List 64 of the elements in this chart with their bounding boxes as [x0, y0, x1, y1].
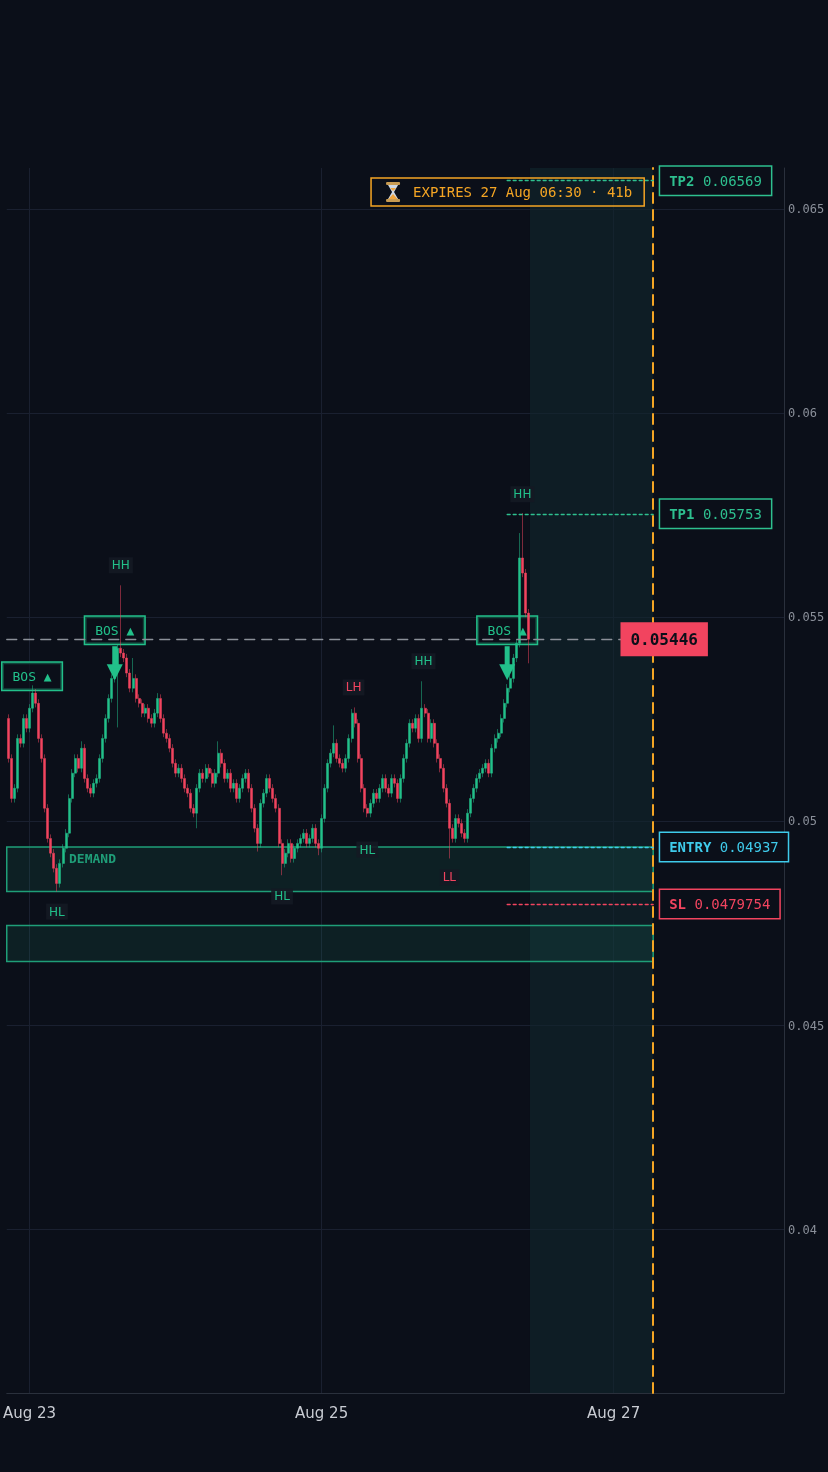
x-tick-label: Aug 25 — [295, 1403, 349, 1422]
candlestick — [141, 698, 144, 718]
candlestick — [384, 774, 387, 793]
ref-line-label: SL 0.0479754 — [669, 896, 771, 912]
y-tick-label: 0.04 — [788, 1222, 817, 1237]
candlestick — [487, 759, 490, 778]
candlestick — [135, 674, 138, 703]
candlestick — [22, 714, 25, 748]
annotation: HL — [274, 889, 291, 904]
candlestick — [211, 768, 214, 788]
ref-line-label: TP1 0.05753 — [669, 505, 762, 522]
candlestick — [235, 779, 238, 803]
annotation: HH — [111, 558, 130, 573]
ref-line-label: ENTRY 0.04937 — [669, 839, 779, 856]
y-tick-label: 0.045 — [788, 1018, 825, 1033]
candlestick — [411, 719, 414, 733]
candlestick — [305, 828, 308, 848]
y-tick-label: 0.055 — [788, 610, 825, 625]
candlestick — [19, 734, 22, 748]
x-tick-label: Aug 23 — [2, 1403, 57, 1422]
y-tick-label: 0.065 — [788, 201, 825, 216]
ref-line-label: EXPIRES 27 Aug 06:30 · 41b — [413, 184, 633, 200]
candlestick — [177, 763, 180, 778]
candlestick — [290, 839, 293, 863]
candlestick — [414, 714, 417, 733]
band-label: DEMAND — [69, 851, 117, 867]
annotation: HL — [49, 904, 66, 919]
candlestick — [293, 843, 296, 863]
candlestick — [430, 719, 433, 743]
annotation: HL — [359, 842, 376, 857]
candlestick — [80, 741, 83, 773]
candlestick — [335, 739, 338, 763]
candlestick — [25, 714, 28, 733]
annotation: BOS ▲ — [95, 622, 135, 638]
candlestick — [144, 703, 147, 718]
candlestick — [375, 788, 378, 803]
candlestick — [119, 585, 122, 658]
annotation: HH — [414, 654, 433, 669]
candlestick — [302, 828, 305, 843]
annotation: HH — [513, 487, 532, 502]
candlestick — [132, 657, 135, 693]
annotation: BOS ▲ — [12, 668, 52, 684]
candlestick — [390, 774, 393, 798]
candlestick — [147, 703, 150, 723]
candlestick — [417, 714, 420, 743]
candlestick — [427, 708, 430, 743]
candlestick — [232, 779, 235, 793]
x-tick-label: Aug 27 — [587, 1403, 641, 1422]
candlestick — [205, 763, 208, 783]
ref-line-label: TP2 0.06569 — [669, 172, 762, 189]
y-tick-label: 0.06 — [788, 406, 817, 420]
candlestick — [311, 823, 314, 843]
candlestick — [484, 759, 487, 773]
ref-line-label: 0.05446 — [630, 629, 698, 649]
annotation: LL — [442, 870, 457, 885]
candlestick — [454, 814, 457, 843]
candlestick — [201, 768, 204, 783]
candlestick — [229, 768, 232, 793]
candlestick — [189, 788, 192, 813]
candlestick — [77, 754, 80, 773]
candlestick — [226, 768, 229, 783]
candlestick — [420, 681, 423, 743]
y-tick-label: 0.05 — [788, 814, 817, 829]
annotation: LH — [345, 680, 362, 695]
